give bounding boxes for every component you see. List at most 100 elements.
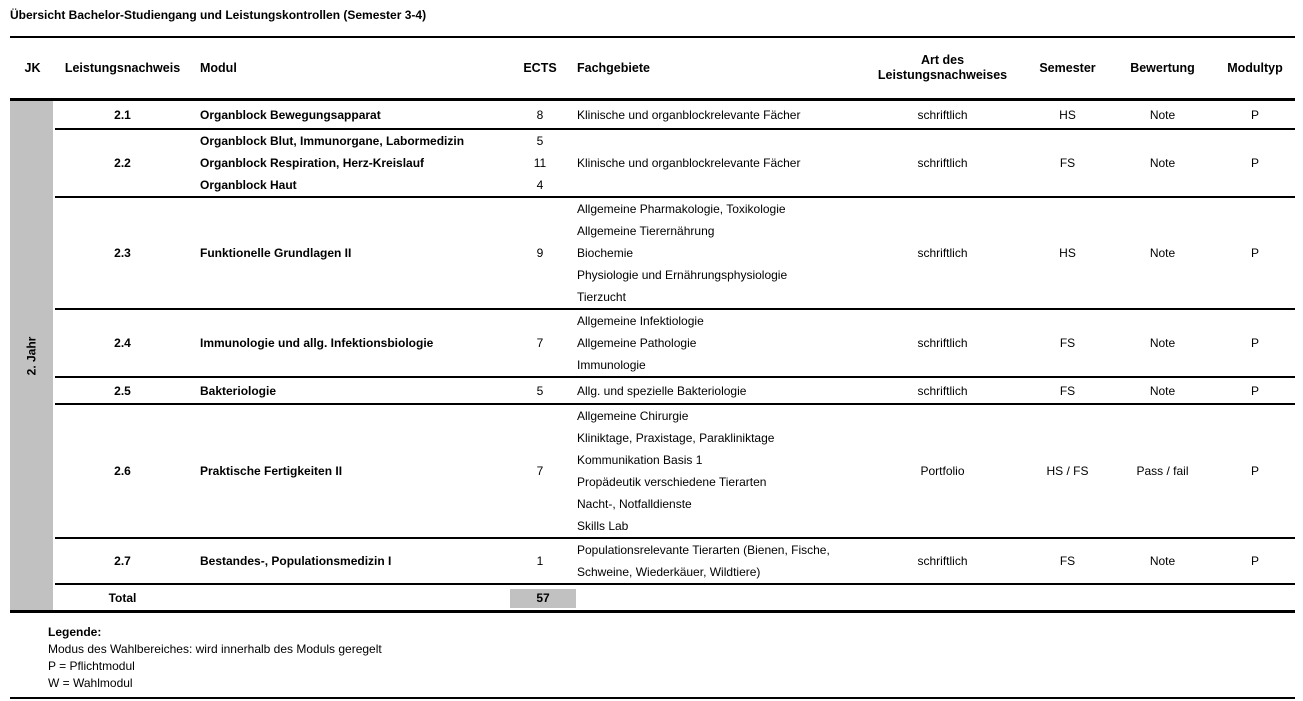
leistungsnachweis-value: 2.3 xyxy=(114,246,131,260)
leistungsnachweis-value: 2.1 xyxy=(114,107,131,122)
column-header-jk: JK xyxy=(24,60,41,75)
semester-value: HS xyxy=(1059,246,1076,260)
fachgebiet-line: Nacht-, Notfalldienste xyxy=(577,497,692,511)
fachgebiet-line: Kliniktage, Praxistage, Parakliniktage xyxy=(577,431,775,445)
fachgebiete-cell: Allgemeine Chirurgie Kliniktage, Praxista… xyxy=(570,405,860,537)
semester-value: FS xyxy=(1059,383,1076,398)
bewertung-value: Note xyxy=(1149,246,1176,260)
fachgebiet-line: Biochemie xyxy=(577,246,634,260)
modultyp-value: P xyxy=(1250,107,1259,122)
modul-cell: Organblock Blut, Immunorgane, Labormediz… xyxy=(190,130,510,196)
column-header-leistungsnachweis: Leistungsnachweis xyxy=(64,60,181,75)
semester-value: HS xyxy=(1059,107,1076,122)
bewertung-value: Note xyxy=(1149,554,1176,568)
table-row: 2.4 Immunologie und allg. Infektionsbiolo… xyxy=(55,308,1295,376)
table-rows: 2.1 Organblock Bewegungsapparat 8 Klinische… xyxy=(55,101,1295,610)
modul-cell: Organblock Bewegungsapparat xyxy=(190,104,510,126)
table-row: 2.6 Praktische Fertigkeiten II 7 Allgemeine… xyxy=(55,403,1295,537)
fachgebiete-cell: Populationsrelevante Tierarten (Bienen, … xyxy=(570,539,860,583)
bewertung-value: Note xyxy=(1149,107,1176,122)
modul-name: Funktionelle Grundlagen II xyxy=(200,246,352,260)
leistungsnachweis-value: 2.5 xyxy=(114,383,131,398)
leistungsnachweis-value: 2.4 xyxy=(114,336,131,350)
fachgebiete-cell: Allg. und spezielle Bakteriologie xyxy=(570,380,860,402)
modultyp-value: P xyxy=(1250,336,1259,350)
modul-name: Immunologie und allg. Infektionsbiologie xyxy=(200,336,434,350)
column-header-fachgebiete: Fachgebiete xyxy=(577,60,650,75)
page-title: Übersicht Bachelor-Studiengang und Leist… xyxy=(10,8,1295,38)
modul-name: Organblock Blut, Immunorgane, Labormediz… xyxy=(200,134,465,148)
ects-cell: 8 xyxy=(510,104,570,126)
ects-value: 9 xyxy=(536,246,544,260)
table-row: 2.7 Bestandes-, Populationsmedizin I 1 Popu… xyxy=(55,537,1295,583)
ects-value: 4 xyxy=(536,178,544,192)
fachgebiet-line: Allg. und spezielle Bakteriologie xyxy=(577,383,747,398)
legend-line-pflichtmodul: P = Pflichtmodul xyxy=(48,659,135,673)
art-des-leistungsnachweises-value: Portfolio xyxy=(920,464,965,478)
column-header-modultyp: Modultyp xyxy=(1227,60,1283,75)
fachgebiet-line: Tierzucht xyxy=(577,290,626,304)
art-des-leistungsnachweises-value: schriftlich xyxy=(917,383,968,398)
semester-value: HS / FS xyxy=(1046,464,1089,478)
fachgebiete-cell: Klinische und organblockrelevante Fächer xyxy=(570,152,860,174)
modultyp-value: P xyxy=(1250,246,1259,260)
modultyp-value: P xyxy=(1250,383,1259,398)
ects-cell: 7 xyxy=(510,332,570,354)
ects-value: 5 xyxy=(536,134,544,148)
art-des-leistungsnachweises-value: schriftlich xyxy=(917,107,968,122)
column-header-art-des-leistungsnachweises: Art des Leistungsnachweises xyxy=(877,53,1008,82)
bottom-rule xyxy=(10,697,1295,699)
bewertung-value: Note xyxy=(1149,336,1176,350)
fachgebiet-line: Kommunikation Basis 1 xyxy=(577,453,703,467)
ects-value: 11 xyxy=(533,156,547,170)
bewertung-value: Pass / fail xyxy=(1136,464,1189,478)
semester-value: FS xyxy=(1059,336,1076,350)
modultyp-value: P xyxy=(1250,464,1259,478)
fachgebiet-line: Populationsrelevante Tierarten (Bienen, … xyxy=(577,543,830,557)
art-des-leistungsnachweises-value: schriftlich xyxy=(917,246,968,260)
bewertung-value: Note xyxy=(1149,156,1176,170)
art-des-leistungsnachweises-value: schriftlich xyxy=(917,554,968,568)
semester-value: FS xyxy=(1059,156,1076,170)
ects-cell: 5 11 4 xyxy=(510,130,570,196)
modultyp-value: P xyxy=(1250,554,1259,568)
fachgebiet-line: Allgemeine Infektiologie xyxy=(577,314,704,328)
ects-value: 1 xyxy=(536,554,544,568)
modul-cell: Praktische Fertigkeiten II xyxy=(190,460,510,482)
total-ects-cell: 57 xyxy=(510,587,576,609)
ects-value: 5 xyxy=(536,383,544,398)
ects-cell: 1 xyxy=(510,550,570,572)
ects-value: 7 xyxy=(536,336,544,350)
total-ects-value: 57 xyxy=(510,588,576,608)
fachgebiet-line: Propädeutik verschiedene Tierarten xyxy=(577,475,767,489)
fachgebiet-line: Allgemeine Tierernährung xyxy=(577,224,715,238)
modul-name: Organblock Respiration, Herz-Kreislauf xyxy=(200,156,425,170)
table-row: 2.1 Organblock Bewegungsapparat 8 Klinische… xyxy=(55,101,1295,128)
fachgebiet-line: Physiologie und Ernährungsphysiologie xyxy=(577,268,788,282)
modul-name: Praktische Fertigkeiten II xyxy=(200,464,343,478)
total-label: Total xyxy=(108,590,137,605)
column-header-semester: Semester xyxy=(1039,60,1096,75)
jk-year-cell: 2. Jahr xyxy=(10,101,53,610)
ects-cell: 9 xyxy=(510,242,570,264)
ects-cell: 7 xyxy=(510,460,570,482)
modul-cell: Bakteriologie xyxy=(190,380,510,402)
legend-line-modus: Modus des Wahlbereiches: wird innerhalb … xyxy=(48,642,382,656)
modul-name: Organblock Bewegungsapparat xyxy=(200,107,381,122)
fachgebiet-line: Allgemeine Pathologie xyxy=(577,336,697,350)
modul-cell: Funktionelle Grundlagen II xyxy=(190,242,510,264)
fachgebiet-line: Skills Lab xyxy=(577,519,629,533)
modul-cell: Bestandes-, Populationsmedizin I xyxy=(190,550,510,572)
modultyp-value: P xyxy=(1250,156,1259,170)
table-body: 2. Jahr 2.1 Organblock Bewegungsapparat 8 K… xyxy=(10,101,1295,613)
table-row: 2.2 Organblock Blut, Immunorgane, Laborme… xyxy=(55,128,1295,196)
modul-name: Organblock Haut xyxy=(200,178,297,192)
modul-cell: Immunologie und allg. Infektionsbiologie xyxy=(190,332,510,354)
column-header-ects: ECTS xyxy=(523,60,557,75)
legend-heading: Legende: xyxy=(48,625,102,639)
leistungsnachweis-value: 2.6 xyxy=(114,464,131,478)
jk-year-label: 2. Jahr xyxy=(24,336,39,375)
bewertung-value: Note xyxy=(1149,383,1176,398)
leistungsnachweis-value: 2.7 xyxy=(114,554,131,568)
